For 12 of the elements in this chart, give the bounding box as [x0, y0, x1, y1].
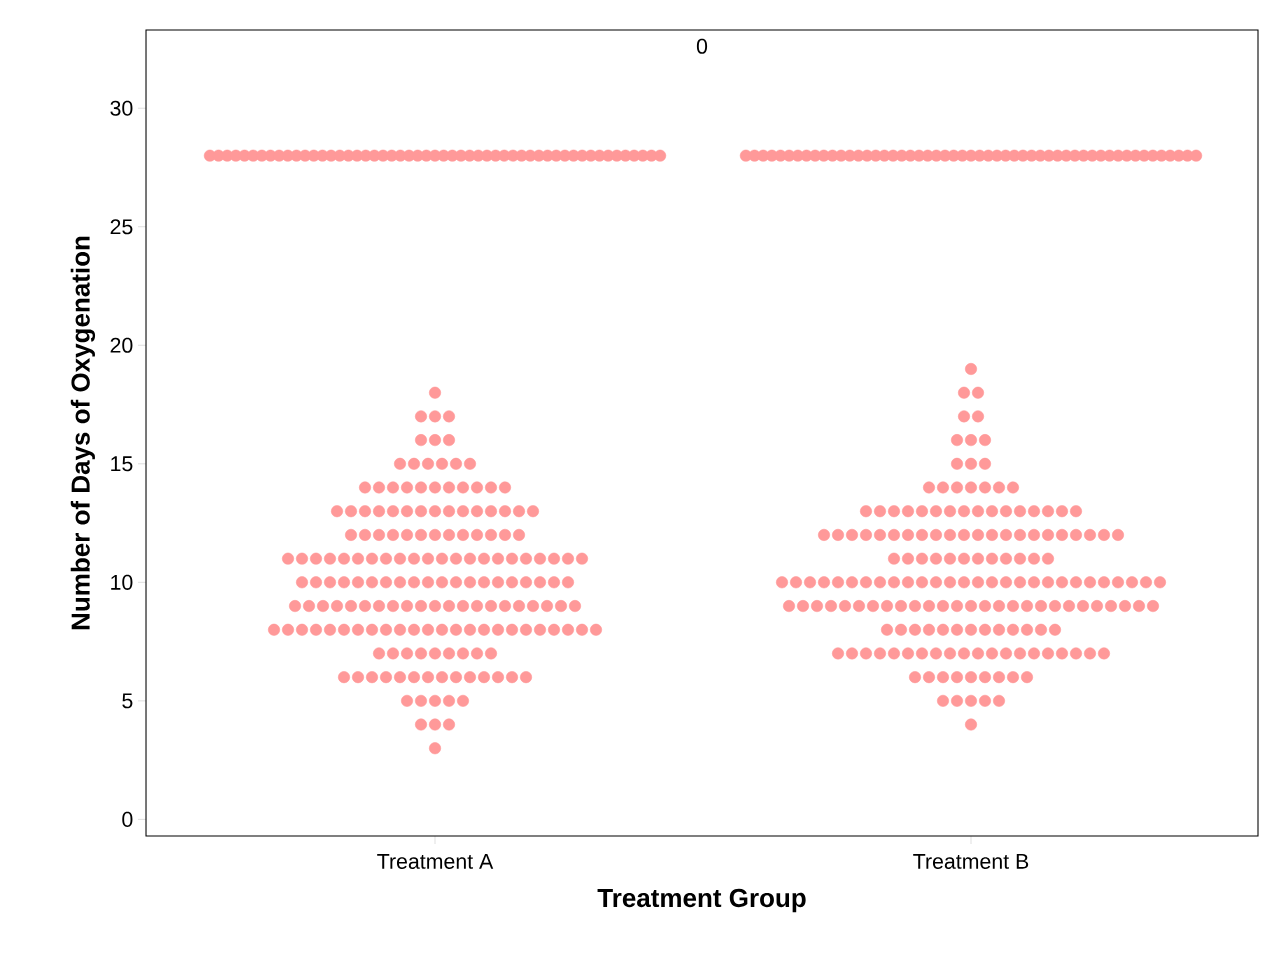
y-tick-label: 5: [122, 693, 133, 709]
y-tick-label: 0: [122, 811, 133, 827]
x-tick-label: Treatment B: [913, 854, 1029, 869]
y-axis-title: Number of Days of Oxygenation: [70, 236, 96, 630]
y-tick-label: 20: [110, 337, 133, 353]
y-tick-label: 10: [111, 574, 133, 590]
x-tick-label: Treatment A: [377, 854, 494, 869]
y-tick-label: 25: [110, 219, 133, 235]
y-tick-label: 30: [110, 100, 133, 116]
x-axis-title: Treatment Group: [597, 888, 806, 913]
y-tick-label: 15: [111, 456, 133, 472]
annotation: 0: [696, 38, 708, 54]
